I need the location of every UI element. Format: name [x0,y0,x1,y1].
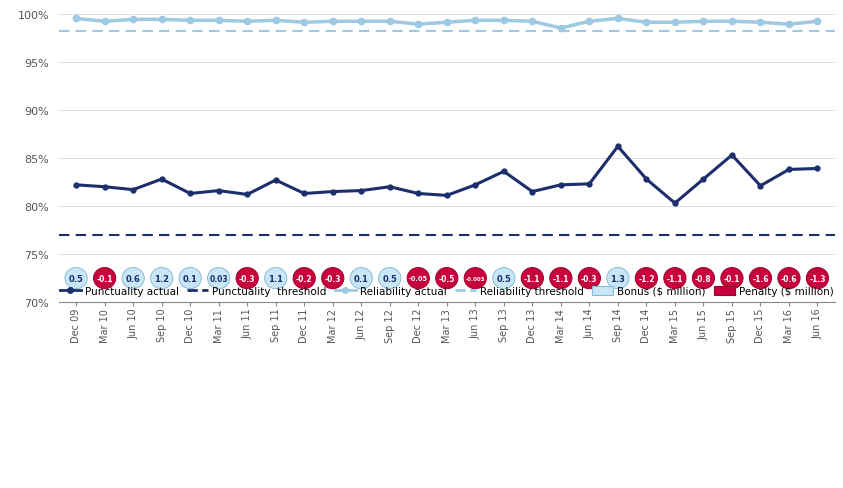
Text: 1.3: 1.3 [610,274,626,283]
Text: 0.5: 0.5 [68,274,83,283]
Ellipse shape [207,268,230,289]
Ellipse shape [578,268,600,289]
Ellipse shape [807,268,829,289]
Ellipse shape [550,268,572,289]
Text: -1.1: -1.1 [553,274,569,283]
Text: -0.1: -0.1 [96,274,113,283]
Text: -0.1: -0.1 [723,274,740,283]
Text: 0.1: 0.1 [354,274,368,283]
Legend: Punctuality actual, Punctuality  threshold, Reliability actual, Reliability thre: Punctuality actual, Punctuality threshol… [56,282,838,300]
Text: -1.1: -1.1 [667,274,683,283]
Text: 1.1: 1.1 [268,274,283,283]
Ellipse shape [65,268,87,289]
Ellipse shape [379,268,401,289]
Ellipse shape [721,268,743,289]
Text: 1.2: 1.2 [154,274,169,283]
Ellipse shape [464,268,486,289]
Ellipse shape [778,268,800,289]
Ellipse shape [607,268,629,289]
Ellipse shape [350,268,373,289]
Text: 0.5: 0.5 [497,274,511,283]
Ellipse shape [122,268,144,289]
Text: -0.3: -0.3 [239,274,255,283]
Text: -0.003: -0.003 [465,276,485,281]
Text: 0.5: 0.5 [383,274,397,283]
Ellipse shape [692,268,715,289]
Ellipse shape [179,268,201,289]
Ellipse shape [521,268,544,289]
Text: -1.2: -1.2 [638,274,655,283]
Ellipse shape [265,268,287,289]
Text: 0.03: 0.03 [209,274,228,283]
Text: -0.6: -0.6 [781,274,797,283]
Text: 0.1: 0.1 [183,274,197,283]
Ellipse shape [749,268,771,289]
Ellipse shape [293,268,315,289]
Text: -0.5: -0.5 [438,274,455,283]
Text: -0.3: -0.3 [325,274,341,283]
Text: -0.05: -0.05 [409,276,427,282]
Text: -0.8: -0.8 [695,274,711,283]
Ellipse shape [151,268,173,289]
Text: 0.6: 0.6 [126,274,141,283]
Ellipse shape [436,268,458,289]
Ellipse shape [94,268,115,289]
Ellipse shape [636,268,658,289]
Ellipse shape [407,268,429,289]
Text: -1.6: -1.6 [752,274,769,283]
Text: -0.3: -0.3 [581,274,598,283]
Ellipse shape [663,268,686,289]
Text: -0.2: -0.2 [296,274,313,283]
Ellipse shape [322,268,344,289]
Text: -1.3: -1.3 [809,274,825,283]
Text: -1.1: -1.1 [524,274,540,283]
Ellipse shape [492,268,515,289]
Ellipse shape [236,268,258,289]
